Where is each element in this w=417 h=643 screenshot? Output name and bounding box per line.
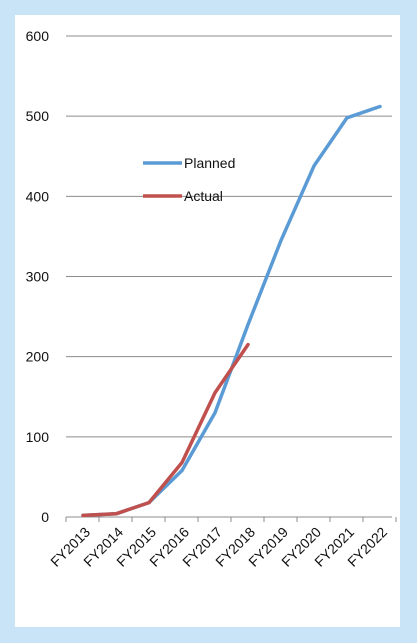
legend-label-planned: Planned: [184, 155, 235, 171]
y-tick-label: 500: [26, 108, 50, 124]
y-tick-label: 400: [26, 188, 50, 204]
legend-label-actual: Actual: [184, 188, 223, 204]
y-tick-label: 100: [26, 429, 50, 445]
y-tick-label: 600: [26, 28, 50, 44]
chart-panel: [15, 15, 400, 627]
y-tick-label: 200: [26, 349, 50, 365]
y-tick-label: 0: [41, 509, 49, 525]
series-line-actual: [81, 342, 250, 518]
y-tick-label: 300: [26, 269, 50, 285]
